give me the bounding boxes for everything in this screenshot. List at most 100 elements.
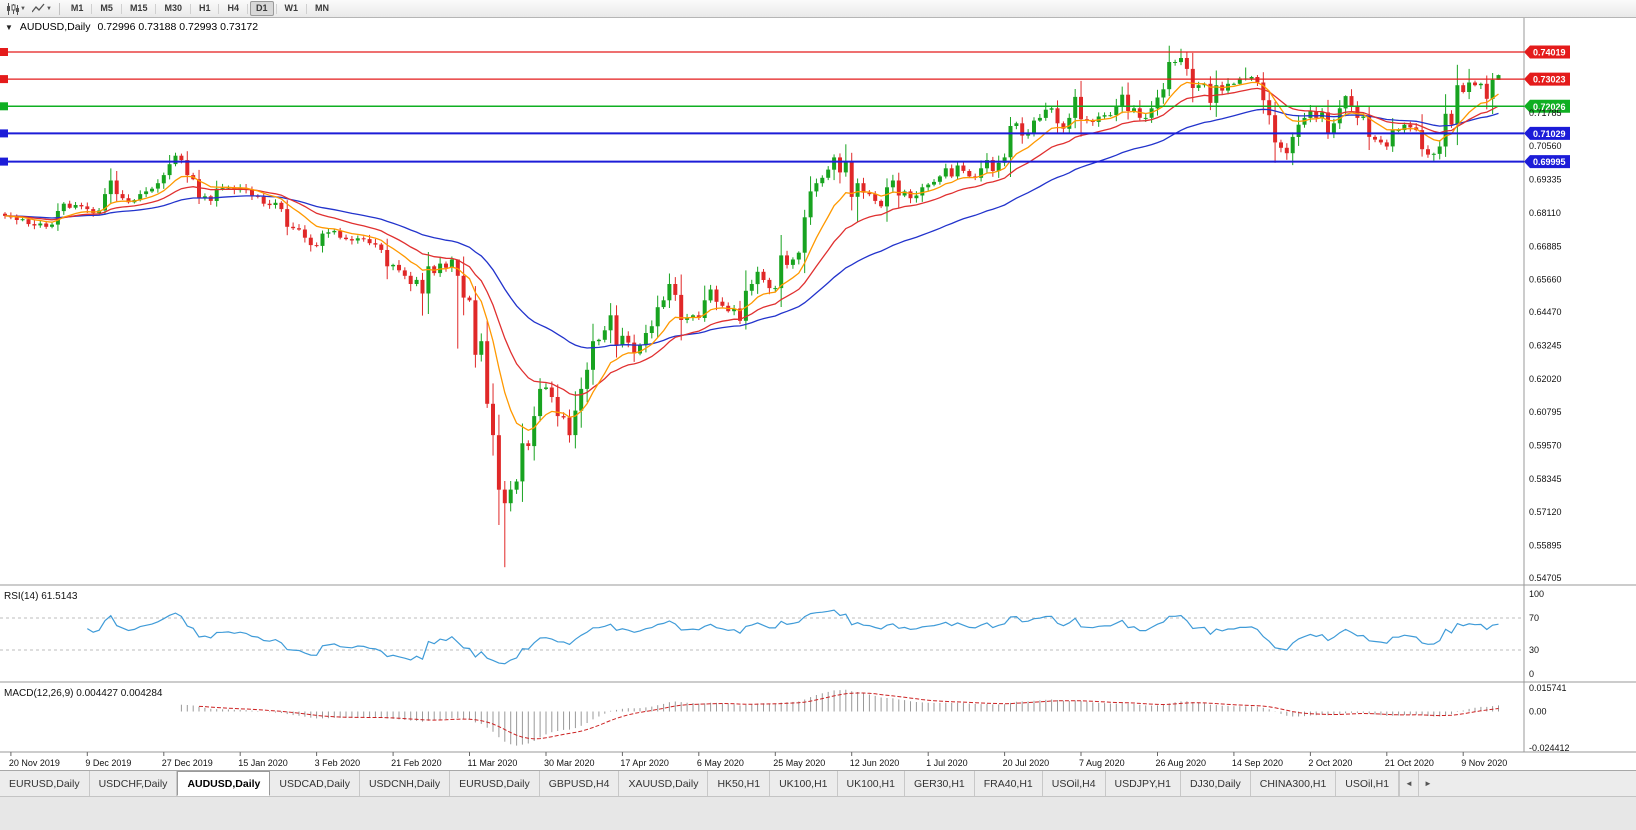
tf-button-h1[interactable]: H1	[198, 3, 211, 13]
tab-eurusd-daily[interactable]: EURUSD,Daily	[0, 771, 90, 796]
tab-scroll-left-icon[interactable]: ◄	[1399, 771, 1418, 796]
rsi-line	[86, 609, 1499, 665]
chart-tabs-bar: EURUSD,Daily USDCHF,Daily AUDUSD,Daily USDC…	[0, 770, 1636, 796]
chart-symbol-period: AUDUSD,Daily	[19, 21, 91, 33]
tab-eurusd-daily[interactable]: EURUSD,Daily	[450, 771, 540, 796]
macd-axis-label: 0.015741	[1529, 683, 1567, 693]
rsi-indicator-label: RSI(14) 61.5143	[4, 591, 78, 602]
tf-button-h4[interactable]: H4	[227, 3, 239, 13]
price-axis-label: 0.63245	[1529, 340, 1562, 350]
price-axis-label: 0.68110	[1529, 208, 1561, 218]
price-axis-label: 0.64470	[1529, 307, 1562, 317]
price-tag-label: 0.74019	[1533, 48, 1566, 58]
date-label: 11 Mar 2020	[468, 758, 518, 768]
price-axis-label: 0.62020	[1529, 374, 1562, 384]
chart-window: ▼ AUDUSD,Daily 0.72996 0.73188 0.72993 0…	[0, 18, 1636, 770]
date-label: 20 Jul 2020	[1003, 758, 1050, 768]
macd-axis-label: -0.024412	[1529, 743, 1570, 753]
toolbar-divider	[189, 3, 191, 14]
price-chart-canvas[interactable]: 0.74019 0.73023 0.72026 0.71029 0.69995 0.717…	[0, 18, 1636, 770]
tab-uk100-h1[interactable]: UK100,H1	[838, 771, 905, 796]
tab-usdcad-daily[interactable]: USDCAD,Daily	[270, 771, 360, 796]
date-label: 12 Jun 2020	[850, 758, 900, 768]
price-tag	[1524, 155, 1570, 169]
date-label: 7 Aug 2020	[1079, 758, 1125, 768]
price-tag	[1524, 126, 1570, 140]
tab-xauusd-daily[interactable]: XAUUSD,Daily	[619, 771, 709, 796]
price-axis-label: 0.70560	[1529, 141, 1562, 151]
price-axis-label: 0.65660	[1529, 275, 1562, 285]
hline-left-marker[interactable]	[0, 157, 8, 166]
date-label: 21 Oct 2020	[1385, 758, 1434, 768]
tab-usoil-h1[interactable]: USOil,H1	[1336, 771, 1400, 796]
chart-type-button[interactable]: ▼	[3, 1, 29, 17]
date-label: 25 May 2020	[773, 758, 825, 768]
price-tag-label: 0.73023	[1533, 75, 1566, 85]
price-axis-label: 0.60795	[1529, 407, 1562, 417]
tf-button-m30[interactable]: M30	[164, 3, 182, 13]
tab-hk50-h1[interactable]: HK50,H1	[708, 771, 771, 796]
macd-histogram	[180, 689, 1499, 746]
hline-left-marker[interactable]	[0, 102, 8, 111]
toolbar-divider	[91, 3, 93, 14]
toolbar-divider	[306, 3, 308, 14]
tab-usoil-h4[interactable]: USOil,H4	[1043, 771, 1106, 796]
indicators-button[interactable]: ▼	[29, 1, 55, 17]
macd-signal-line	[198, 692, 1499, 740]
tab-audusd-daily[interactable]: AUDUSD,Daily	[177, 771, 271, 796]
toolbar-divider	[218, 3, 220, 14]
date-label: 15 Jan 2020	[238, 758, 288, 768]
price-tag	[1524, 45, 1570, 59]
ma-10-line	[4, 81, 1499, 432]
price-axis-label: 0.59570	[1529, 441, 1562, 451]
tab-scroll-right-icon[interactable]: ►	[1417, 771, 1437, 796]
tf-button-m15[interactable]: M15	[129, 3, 148, 13]
date-label: 20 Nov 2019	[9, 758, 60, 768]
hline-left-marker[interactable]	[0, 48, 8, 56]
tf-button-m1[interactable]: M1	[70, 3, 84, 13]
timeframe-buttons: M1 M5 M15 M30 H1 H4 D1 W1 MN	[64, 1, 336, 16]
tf-button-d1[interactable]: D1	[250, 1, 274, 16]
date-label: 21 Feb 2020	[391, 758, 442, 768]
line-chart-icon	[31, 3, 45, 12]
toolbar-separator	[58, 2, 60, 15]
tab-fra40-h1[interactable]: FRA40,H1	[975, 771, 1043, 796]
tf-button-m5[interactable]: M5	[100, 3, 113, 13]
rsi-axis-label: 70	[1529, 613, 1539, 623]
price-axis-label: 0.66885	[1529, 241, 1562, 251]
date-label: 9 Nov 2020	[1461, 758, 1507, 768]
date-label: 26 Aug 2020	[1155, 758, 1206, 768]
date-label: 9 Dec 2019	[85, 758, 131, 768]
date-label: 14 Sep 2020	[1232, 758, 1283, 768]
toolbar-divider	[155, 3, 157, 14]
tab-gbpusd-h4[interactable]: GBPUSD,H4	[540, 771, 620, 796]
date-label: 3 Feb 2020	[315, 758, 361, 768]
toolbar-divider	[275, 3, 277, 14]
price-tag-label: 0.69995	[1533, 157, 1566, 167]
price-axis-label: 0.71785	[1529, 108, 1562, 118]
chart-title-bar: ▼ AUDUSD,Daily 0.72996 0.73188 0.72993 0…	[5, 21, 258, 33]
date-label: 30 Mar 2020	[544, 758, 595, 768]
tab-china300-h1[interactable]: CHINA300,H1	[1251, 771, 1337, 796]
tab-usdcnh-daily[interactable]: USDCNH,Daily	[360, 771, 451, 796]
dropdown-caret-icon: ▼	[20, 5, 26, 12]
tab-dj30-daily[interactable]: DJ30,Daily	[1181, 771, 1251, 796]
price-axis-label: 0.57120	[1529, 507, 1562, 517]
toolbar-divider	[120, 3, 122, 14]
hline-left-marker[interactable]	[0, 129, 8, 138]
tab-usdchf-daily[interactable]: USDCHF,Daily	[90, 771, 178, 796]
one-click-trading-icon[interactable]: ▼	[5, 22, 13, 32]
candlestick-chart-icon	[7, 2, 19, 15]
dropdown-caret-icon: ▼	[45, 5, 52, 12]
tf-button-w1[interactable]: W1	[284, 3, 299, 13]
toolbar-divider	[247, 3, 248, 14]
date-label: 27 Dec 2019	[162, 758, 213, 768]
tf-button-mn[interactable]: MN	[315, 3, 330, 13]
price-axis-label: 0.58345	[1529, 474, 1562, 484]
tab-uk100-h1[interactable]: UK100,H1	[770, 771, 838, 796]
tab-usdjpy-h1[interactable]: USDJPY,H1	[1106, 771, 1181, 796]
price-axis-label: 0.54705	[1529, 573, 1562, 583]
tab-ger30-h1[interactable]: GER30,H1	[905, 771, 975, 796]
hline-left-marker[interactable]	[0, 75, 8, 84]
price-tag	[1524, 72, 1570, 86]
